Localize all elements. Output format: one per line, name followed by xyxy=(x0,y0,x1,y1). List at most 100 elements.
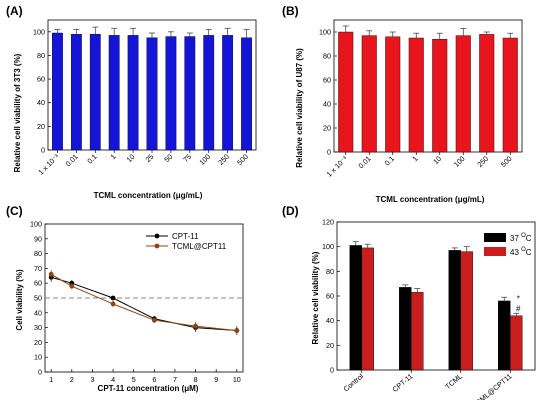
x-tick-label-b: 10 xyxy=(431,154,443,166)
data-point-c-2 xyxy=(151,317,157,323)
x-tick-label-c: 10 xyxy=(233,375,241,384)
data-point-c-2 xyxy=(69,283,75,289)
ylabel-d: Relative cell viability (%) xyxy=(311,251,320,344)
y-tick-label-b: 0 xyxy=(327,148,331,157)
x-tick-label-b: 1 x 10⁻³ xyxy=(325,154,350,179)
y-tick-label-b: 100 xyxy=(319,28,331,37)
y-tick-label-b: 60 xyxy=(323,76,331,85)
x-tick-label-b: 0.1 xyxy=(383,154,396,167)
bar-d-2 xyxy=(460,251,473,371)
x-tick-label-a: 0.01 xyxy=(64,152,80,168)
x-tick-label-a: 50 xyxy=(162,152,174,164)
y-tick-label-c: 100 xyxy=(30,220,42,229)
legend-c: CPT-11 TCML@CPT11 xyxy=(146,232,227,251)
bar-b xyxy=(361,35,377,153)
y-tick-label-d: 40 xyxy=(326,316,334,325)
x-tick-label-b: 0.01 xyxy=(356,154,372,170)
bar-a xyxy=(108,35,120,151)
y-tick-label-c: 20 xyxy=(34,338,42,347)
x-tick-label-c: 2 xyxy=(70,375,74,384)
bar-a xyxy=(165,36,177,151)
x-tick-label-b: 500 xyxy=(499,154,514,169)
x-tick-label-b: 1 xyxy=(410,154,419,163)
y-tick-label-d: 60 xyxy=(326,292,334,301)
bar-d-2 xyxy=(361,247,374,371)
x-tick-label-a: 1 xyxy=(108,152,117,161)
y-tick-label-d: 120 xyxy=(322,218,334,227)
bar-a xyxy=(184,36,196,151)
panel-label-a: (A) xyxy=(6,4,23,18)
x-tick-label-c: 3 xyxy=(90,375,94,384)
ylabel-b: Relative cell viability of U87 (%) xyxy=(295,48,304,168)
x-tick-label-c: 9 xyxy=(214,375,218,384)
x-tick-label-c: 5 xyxy=(132,375,136,384)
xlabel-a: TCML concentration (μg/mL) xyxy=(94,191,203,200)
bar-d-2 xyxy=(411,292,424,371)
series-line-c-2 xyxy=(50,273,237,332)
bar-a xyxy=(146,37,158,151)
x-tick-label-b: 250 xyxy=(475,154,490,169)
bar-b xyxy=(479,34,495,153)
legend-d-label-2: 43 OC xyxy=(510,247,532,257)
bar-d-1 xyxy=(448,250,461,371)
x-tick-label-a: 0.1 xyxy=(85,152,98,165)
bar-b xyxy=(385,36,401,153)
y-tick-label-d: 20 xyxy=(326,341,334,350)
bar-b xyxy=(338,31,354,153)
bar-b xyxy=(408,37,424,153)
y-tick-label-a: 60 xyxy=(37,75,45,84)
panel-label-c: (C) xyxy=(6,204,23,218)
legend-d-swatch-2 xyxy=(484,247,506,256)
y-tick-label-d: 0 xyxy=(330,366,334,375)
bar-a xyxy=(203,35,215,151)
plot-frame-b xyxy=(333,19,523,153)
x-tick-label-c: 7 xyxy=(173,375,177,384)
bar-b xyxy=(455,35,471,153)
data-point-c-2 xyxy=(110,301,116,307)
bar-a xyxy=(222,35,234,151)
x-tick-label-a: 100 xyxy=(197,152,212,167)
legend-c-marker-2 xyxy=(154,243,160,249)
bar-a xyxy=(52,32,63,151)
legend-d: 37 OC 43 OC xyxy=(484,233,532,257)
x-tick-label-a: 10 xyxy=(124,152,136,164)
series-line-c-1 xyxy=(51,276,237,332)
y-tick-label-a: 40 xyxy=(37,98,45,107)
x-tick-label-d: CPT-11 xyxy=(390,372,414,394)
legend-c-label-1: CPT-11 xyxy=(172,232,199,241)
data-point-c-2 xyxy=(193,323,198,329)
x-tick-label-c: 1 xyxy=(49,375,53,384)
y-tick-label-a: 20 xyxy=(37,122,45,131)
y-tick-label-d: 80 xyxy=(326,267,334,276)
x-tick-label-c: 4 xyxy=(111,375,115,384)
y-tick-label-c: 50 xyxy=(34,294,42,303)
legend-c-label-2: TCML@CPT11 xyxy=(172,242,227,251)
x-tick-label-c: 6 xyxy=(152,375,156,384)
significance-star-d: * xyxy=(517,295,520,304)
y-tick-label-a: 100 xyxy=(33,27,45,36)
panel-label-d: (D) xyxy=(282,204,299,218)
y-tick-label-d: 100 xyxy=(322,242,334,251)
x-tick-label-b: 100 xyxy=(452,154,467,169)
x-tick-label-d: TCML xyxy=(443,372,464,391)
data-point-c-2 xyxy=(234,328,240,333)
y-tick-label-a: 80 xyxy=(37,51,45,60)
legend-c-marker-1 xyxy=(154,233,160,239)
bar-a xyxy=(89,33,101,151)
ylabel-a: Relative cell viability of 3T3 (%) xyxy=(13,53,22,172)
x-tick-label-a: 250 xyxy=(216,152,231,167)
x-tick-label-c: 8 xyxy=(194,375,198,384)
legend-d-label-1: 37 OC xyxy=(510,233,532,243)
y-tick-label-c: 70 xyxy=(34,264,42,273)
y-tick-label-b: 80 xyxy=(323,52,331,61)
y-tick-label-c: 90 xyxy=(34,234,42,243)
x-tick-label-d: Control xyxy=(341,371,365,393)
data-point-c-2 xyxy=(48,271,54,277)
bar-a xyxy=(241,37,252,151)
y-tick-label-b: 40 xyxy=(323,100,331,109)
y-tick-label-c: 10 xyxy=(34,353,42,362)
x-tick-label-a: 1 x 10⁻³ xyxy=(36,152,61,177)
x-tick-label-d: TCML@CPT11 xyxy=(470,372,513,400)
bar-d-1 xyxy=(399,287,412,371)
